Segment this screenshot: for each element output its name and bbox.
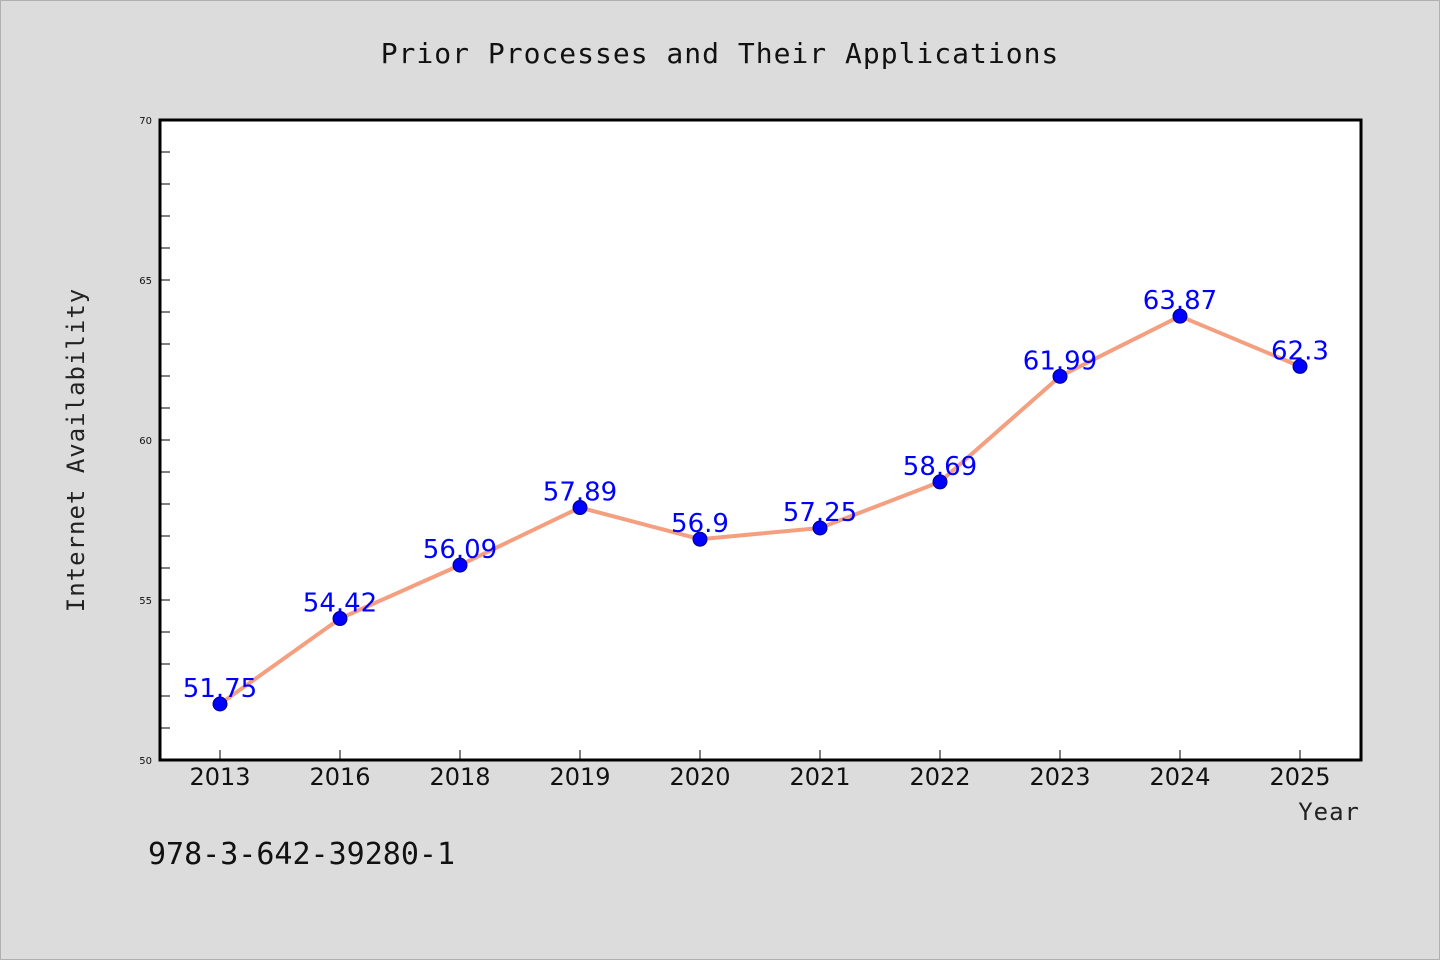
data-point [212, 696, 228, 712]
data-point [1172, 308, 1188, 324]
data-label: 57.25 [783, 498, 857, 528]
data-label: 61.99 [1023, 346, 1097, 376]
chart-title: Prior Processes and Their Applications [381, 37, 1060, 70]
x-tick-label: 2022 [909, 763, 970, 791]
data-label: 54.42 [303, 589, 377, 619]
x-tick-label: 2016 [309, 763, 370, 791]
x-tick-label: 2018 [429, 763, 490, 791]
data-label: 58.69 [903, 452, 977, 482]
x-tick-label: 2021 [789, 763, 850, 791]
y-tick-label: 55 [139, 596, 152, 607]
data-label: 56.9 [671, 509, 729, 539]
data-markers [212, 308, 1308, 712]
y-tick-label: 60 [139, 436, 152, 447]
x-ticks [219, 750, 1301, 760]
data-label: 57.89 [543, 478, 617, 508]
data-labels: 51.75 54.42 56.09 57.89 56.9 57.25 58.69 61.99 6… [183, 286, 1329, 704]
y-tick-label: 50 [139, 756, 152, 767]
series-line [218, 314, 1302, 706]
x-tick-label: 2019 [549, 763, 610, 791]
data-point [572, 500, 588, 516]
data-point [932, 474, 948, 490]
isbn-footnote: 978-3-642-39280-1 [148, 837, 455, 872]
y-axis-label: Internet Availability [62, 288, 90, 612]
x-tick-label: 2023 [1029, 763, 1090, 791]
x-axis-label: Year [1298, 798, 1360, 826]
data-point [692, 531, 708, 547]
data-label: 56.09 [423, 535, 497, 565]
data-label: 51.75 [183, 674, 257, 704]
y-tick-labels: 50 55 60 65 70 [139, 116, 152, 767]
x-tick-labels: 2013 2016 2018 2019 2020 2021 2022 2023 2024 2025 [189, 763, 1330, 791]
data-point [812, 520, 828, 536]
plot-area [160, 120, 1361, 760]
data-point [332, 611, 348, 627]
y-tick-label: 70 [139, 116, 152, 127]
data-point [1292, 358, 1308, 374]
x-tick-label: 2020 [669, 763, 730, 791]
plot-border [158, 118, 1363, 762]
data-point [452, 557, 468, 573]
x-tick-label: 2025 [1269, 763, 1330, 791]
data-label: 62.3 [1271, 336, 1329, 366]
data-point [1052, 368, 1068, 384]
x-tick-label: 2024 [1149, 763, 1210, 791]
x-tick-label: 2013 [189, 763, 250, 791]
y-tick-label: 65 [139, 276, 152, 287]
data-label: 63.87 [1143, 286, 1217, 316]
